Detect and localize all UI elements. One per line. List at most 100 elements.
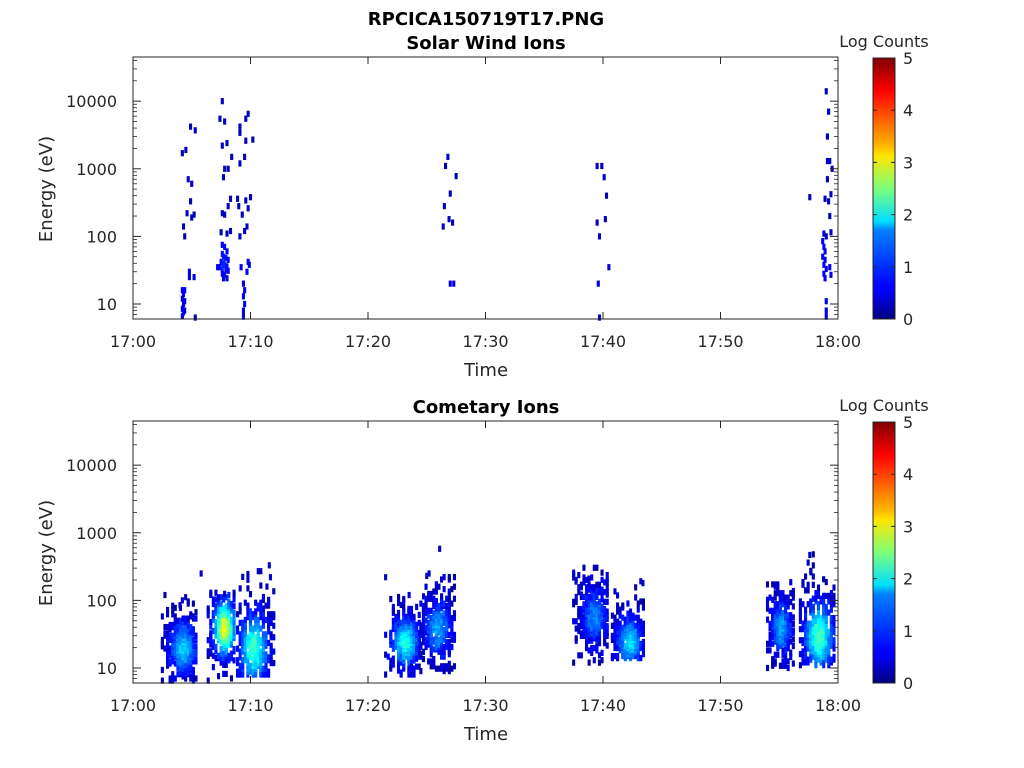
spectrogram-cell — [784, 594, 788, 601]
spectrogram-cell — [809, 653, 813, 660]
spectrogram-cell — [206, 636, 210, 644]
spectrogram-cell — [176, 671, 180, 678]
spectrogram-cell — [220, 265, 224, 273]
spectrogram-cell — [605, 584, 609, 591]
spectrogram-cell — [224, 254, 228, 262]
spectrogram-cell — [402, 649, 406, 656]
spectrogram-cell — [256, 616, 260, 624]
spectrogram-cell — [639, 628, 643, 635]
spectrogram-cell — [597, 233, 602, 240]
spectrogram-cell — [186, 664, 190, 671]
spectrogram-cell — [189, 673, 193, 680]
spectrogram-cell — [220, 270, 224, 277]
spectrogram-cell — [765, 664, 770, 672]
spectrogram-cell — [585, 593, 589, 601]
spectrogram-cell — [603, 588, 607, 596]
spectrogram-cell — [238, 123, 242, 130]
spectrogram-cell — [399, 619, 403, 626]
spectrogram-cell — [595, 581, 599, 588]
spectrogram-cell — [771, 607, 775, 614]
spectrogram-cell — [409, 623, 414, 630]
spectrogram-cell — [595, 219, 599, 226]
spectrogram-cell — [451, 219, 455, 226]
spectrogram-cell — [176, 617, 180, 624]
spectrogram-cell — [180, 287, 184, 294]
spectrogram-cell — [582, 564, 586, 571]
spectrogram-cell — [261, 639, 265, 647]
spectrogram-cell — [801, 620, 805, 627]
spectrogram-cell — [238, 160, 242, 167]
spectrogram-cell — [171, 654, 175, 661]
spectrogram-cell — [180, 597, 184, 604]
spectrogram-cell — [634, 594, 638, 601]
spectrogram-cell — [804, 634, 808, 641]
spectrogram-cell — [221, 253, 226, 260]
spectrogram-cell — [641, 580, 645, 587]
spectrogram-cell — [397, 651, 401, 658]
spectrogram-cell — [244, 197, 248, 204]
spectrogram-cell — [248, 608, 253, 615]
spectrogram-cell — [415, 603, 419, 611]
spectrogram-cell — [574, 598, 578, 605]
spectrogram-cell — [773, 594, 777, 601]
spectrogram-cell — [259, 568, 263, 575]
spectrogram-cell — [789, 598, 793, 606]
spectrogram-cell — [811, 573, 815, 580]
spectrogram-cell — [236, 657, 240, 664]
spectrogram-cell — [585, 637, 589, 644]
y-tick-label: 10 — [97, 295, 117, 314]
spectrogram-cell — [194, 632, 198, 639]
spectrogram-cell — [216, 673, 221, 680]
spectrogram-cell — [427, 595, 431, 602]
spectrogram-cell — [254, 616, 258, 624]
spectrogram-cell — [804, 612, 808, 619]
spectrogram-cell — [616, 642, 620, 650]
spectrogram-cell — [176, 621, 180, 629]
spectrogram-cell — [227, 632, 231, 639]
x-tick-label: 17:10 — [227, 696, 273, 715]
spectrogram-cell — [226, 256, 230, 263]
spectrogram-cell — [585, 632, 589, 639]
spectrogram-cell — [219, 650, 223, 657]
spectrogram-cell — [171, 632, 175, 639]
spectrogram-cell — [241, 662, 245, 670]
spectrogram-cell — [216, 598, 221, 605]
spectrogram-cell — [384, 651, 388, 658]
spectrogram-cell — [402, 613, 406, 620]
spectrogram-cell — [634, 584, 638, 591]
spectrogram-cell — [634, 622, 638, 629]
spectrogram-cell — [219, 600, 223, 608]
spectrogram-cell — [251, 668, 255, 675]
spectrogram-cell — [206, 612, 210, 619]
spectrogram-cell — [789, 649, 793, 656]
spectrogram-cell — [246, 634, 250, 641]
spectrogram-cell — [173, 660, 177, 667]
spectrogram-cell — [442, 627, 446, 634]
spectrogram-cell — [832, 626, 836, 633]
spectrogram-cell — [229, 675, 234, 682]
spectrogram-cell — [605, 623, 609, 630]
spectrogram-cell — [590, 644, 594, 652]
spectrogram-cell — [829, 229, 833, 236]
spectrogram-cell — [187, 268, 191, 275]
spectrogram-cell — [639, 624, 643, 631]
cometary-panel: Cometary Ions 17:00 17:10 17:20 17:30 17:40 1… — [36, 396, 929, 745]
spectrogram-cell — [450, 627, 454, 634]
spectrogram-cell — [823, 248, 827, 255]
spectrogram-cell — [440, 663, 444, 670]
spectrogram-cell — [191, 636, 195, 644]
spectrogram-cell — [267, 611, 271, 618]
spectrogram-cell — [595, 635, 599, 642]
spectrogram-cell — [618, 628, 622, 635]
spectrogram-cell — [269, 642, 273, 649]
spectrogram-cell — [259, 614, 263, 621]
spectrogram-cell — [616, 653, 620, 660]
colorbar — [872, 57, 896, 320]
spectrogram-cell — [251, 636, 255, 644]
spectrogram-cell — [222, 616, 226, 623]
spectrogram-cell — [605, 576, 609, 584]
spectrogram-cell — [822, 592, 826, 600]
spectrogram-cell — [194, 609, 198, 616]
spectrogram-cell — [809, 598, 813, 605]
spectrogram-cell — [452, 663, 457, 670]
